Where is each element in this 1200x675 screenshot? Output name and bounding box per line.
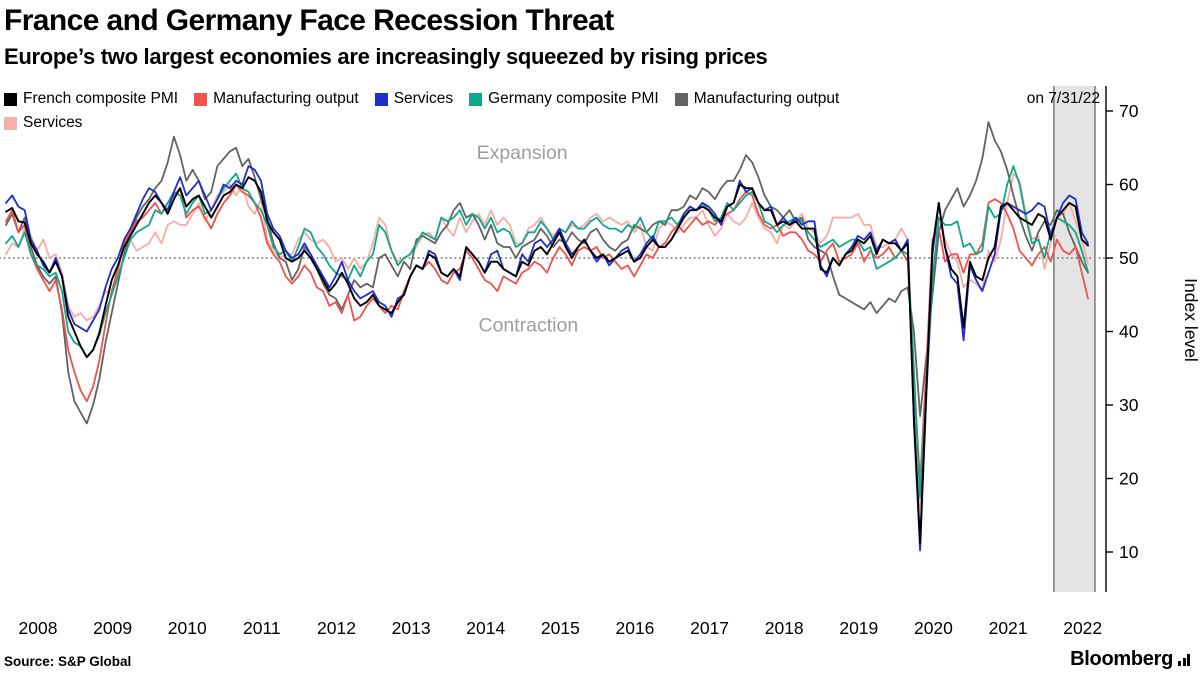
y-tick-label: 70 — [1119, 101, 1139, 121]
bloomberg-wordmark: Bloomberg — [1070, 648, 1173, 670]
legend-item: Manufacturing output — [674, 90, 840, 108]
y-tick-label: 40 — [1119, 322, 1139, 342]
annotation-contraction: Contraction — [478, 315, 578, 337]
legend-row-1: French composite PMI Manufacturing output… — [4, 90, 1100, 108]
x-year-label: 2022 — [1063, 618, 1102, 638]
x-year-label: 2016 — [615, 618, 654, 638]
series-line-2 — [5, 165, 1089, 552]
chart-title: France and Germany Face Recession Threat — [4, 4, 614, 37]
x-year-label: 2008 — [19, 618, 58, 638]
chart-subtitle: Europe’s two largest economies are incre… — [4, 44, 768, 69]
legend-swatch — [674, 92, 688, 106]
x-year-label: 2019 — [839, 618, 878, 638]
x-year-label: 2013 — [392, 618, 431, 638]
y-tick-label: 10 — [1119, 542, 1139, 562]
series-line-5 — [5, 172, 1089, 508]
legend-item: Manufacturing output — [194, 90, 359, 108]
legend-label: Germany composite PMI — [488, 90, 659, 107]
x-year-label: 2011 — [243, 618, 281, 638]
x-year-label: 2021 — [989, 618, 1028, 638]
legend-label: French composite PMI — [23, 90, 179, 107]
x-year-label: 2010 — [168, 618, 207, 638]
legend: French composite PMI Manufacturing output… — [4, 90, 1100, 132]
legend-label: Manufacturing output — [213, 90, 359, 107]
y-axis-title: Index level — [1181, 278, 1200, 362]
legend-swatch — [4, 92, 17, 106]
annotation-expansion: Expansion — [477, 142, 568, 164]
x-year-label: 2015 — [541, 618, 580, 638]
source-label: Source: S&P Global — [4, 654, 132, 669]
x-year-label: 2020 — [914, 618, 953, 638]
legend-swatch — [4, 116, 17, 130]
legend-items-row2: Services — [4, 114, 82, 132]
legend-item: Germany composite PMI — [469, 90, 659, 108]
legend-row-2: Services — [4, 114, 1100, 132]
y-tick-label: 50 — [1119, 248, 1139, 268]
legend-label: Services — [393, 90, 454, 107]
legend-item: Services — [374, 90, 454, 108]
bloomberg-chart-icon — [1178, 653, 1190, 666]
x-year-label: 2017 — [690, 618, 729, 638]
series-line-4 — [5, 121, 1089, 425]
legend-item: French composite PMI — [4, 90, 178, 108]
y-tick-label: 30 — [1119, 395, 1139, 415]
y-tick-label: 20 — [1119, 469, 1139, 489]
legend-swatch — [194, 92, 208, 106]
legend-asof-label: on 7/31/22 — [1026, 90, 1100, 107]
highlight-band — [1053, 86, 1095, 592]
bloomberg-logo: Bloomberg — [1070, 648, 1190, 671]
x-year-label: 2018 — [765, 618, 804, 638]
legend-label: Manufacturing output — [693, 90, 840, 107]
legend-swatch — [374, 92, 388, 106]
x-year-label: 2009 — [93, 618, 132, 638]
y-tick-label: 60 — [1119, 175, 1139, 195]
series-line-0 — [5, 176, 1089, 545]
x-year-label: 2014 — [466, 618, 505, 638]
legend-swatch — [469, 92, 483, 106]
legend-items-row1: French composite PMI Manufacturing output… — [4, 90, 839, 108]
x-year-label: 2012 — [317, 618, 356, 638]
legend-label: Services — [23, 114, 83, 131]
legend-item: Services — [4, 114, 82, 132]
